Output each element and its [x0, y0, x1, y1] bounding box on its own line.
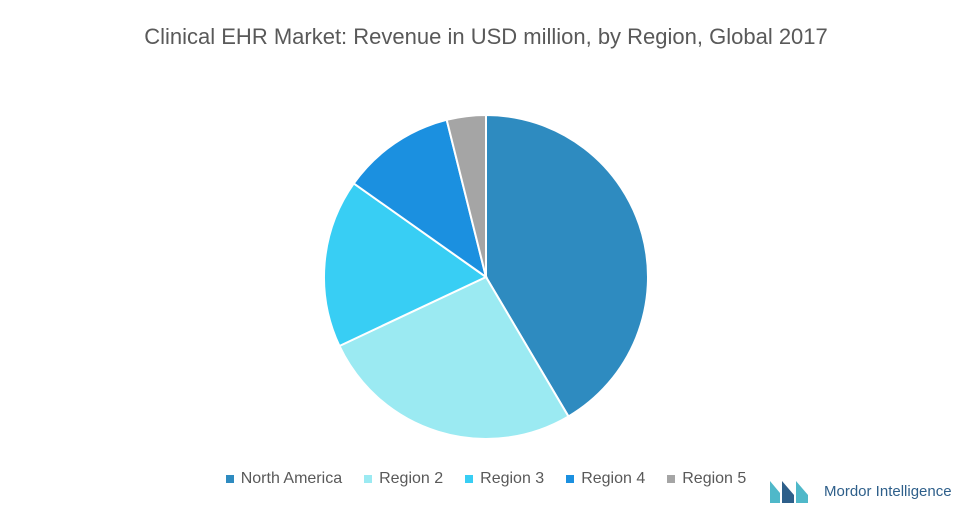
legend-item: Region 3: [465, 470, 544, 488]
legend-swatch: [667, 475, 676, 483]
legend-label: Region 4: [581, 470, 646, 487]
legend-item: Region 2: [364, 470, 443, 488]
logo: Mordor Intelligence: [770, 479, 952, 503]
pie-slice: [323, 182, 488, 348]
logo-icon: [770, 481, 808, 503]
logo-text: Mordor Intelligence: [824, 482, 952, 500]
legend-item: Region 5: [667, 470, 746, 488]
legend-label: Region 5: [682, 470, 747, 487]
legend: North America Region 2 Region 3 Region 4 Reg…: [0, 470, 972, 488]
legend-swatch: [225, 475, 234, 483]
pie-slice: [445, 113, 487, 278]
chart-title: Clinical EHR Market: Revenue in USD mill…: [144, 24, 828, 49]
legend-swatch: [465, 475, 474, 483]
legend-label: Region 2: [379, 470, 444, 487]
pie-slice: [352, 118, 488, 280]
pie-slice: [485, 113, 649, 418]
legend-item: North America: [225, 470, 343, 488]
pie-slice: [338, 275, 570, 440]
legend-swatch: [364, 475, 373, 483]
legend-label: North America: [240, 470, 343, 487]
legend-label: Region 3: [480, 470, 545, 487]
legend-item: Region 4: [566, 470, 645, 488]
legend-swatch: [566, 475, 575, 483]
